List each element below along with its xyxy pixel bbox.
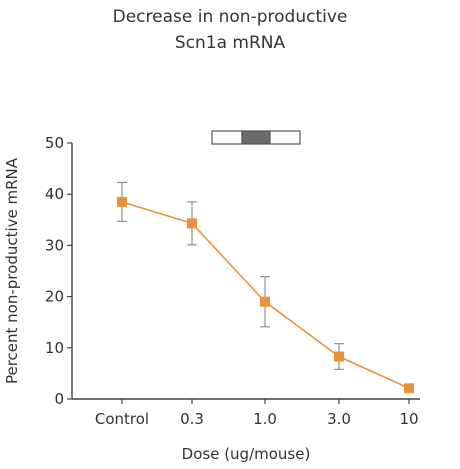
- x-tick-label: 1.0: [253, 410, 277, 428]
- data-marks: [117, 181, 414, 394]
- y-tick-label: 20: [45, 288, 64, 306]
- exon-box-middle: [241, 130, 271, 145]
- y-axis-label: Percent non-productive mRNA: [3, 157, 21, 384]
- y-tick-label: 50: [45, 134, 64, 152]
- exon-box-left: [211, 130, 243, 145]
- exon-diagram: [211, 130, 301, 145]
- chart-subtitle: Scn1a mRNA: [174, 33, 286, 53]
- x-tick-label: 3.0: [327, 410, 351, 428]
- y-tick-label: 30: [45, 236, 64, 254]
- x-tick-label: 0.3: [180, 410, 204, 428]
- x-tick-label: 10: [399, 410, 418, 428]
- data-point: [260, 296, 270, 307]
- data-point: [187, 218, 197, 229]
- y-tick-label: 40: [45, 185, 64, 203]
- x-axis-label: Dose (ug/mouse): [182, 445, 311, 463]
- y-tick-label: 0: [54, 390, 64, 408]
- x-tick-label: Control: [95, 410, 149, 428]
- data-point: [404, 383, 414, 394]
- chart-title: Decrease in non-productive: [112, 7, 348, 27]
- y-tick-label: 10: [45, 339, 64, 357]
- chart-title-block: Decrease in non-productive Scn1a mRNA: [0, 4, 460, 56]
- data-point: [117, 196, 127, 207]
- axes: 0 10 20 30 40 50 Control 0.3 1.0 3.0 10: [45, 134, 420, 428]
- exon-box-right: [269, 130, 301, 145]
- data-point: [334, 351, 344, 362]
